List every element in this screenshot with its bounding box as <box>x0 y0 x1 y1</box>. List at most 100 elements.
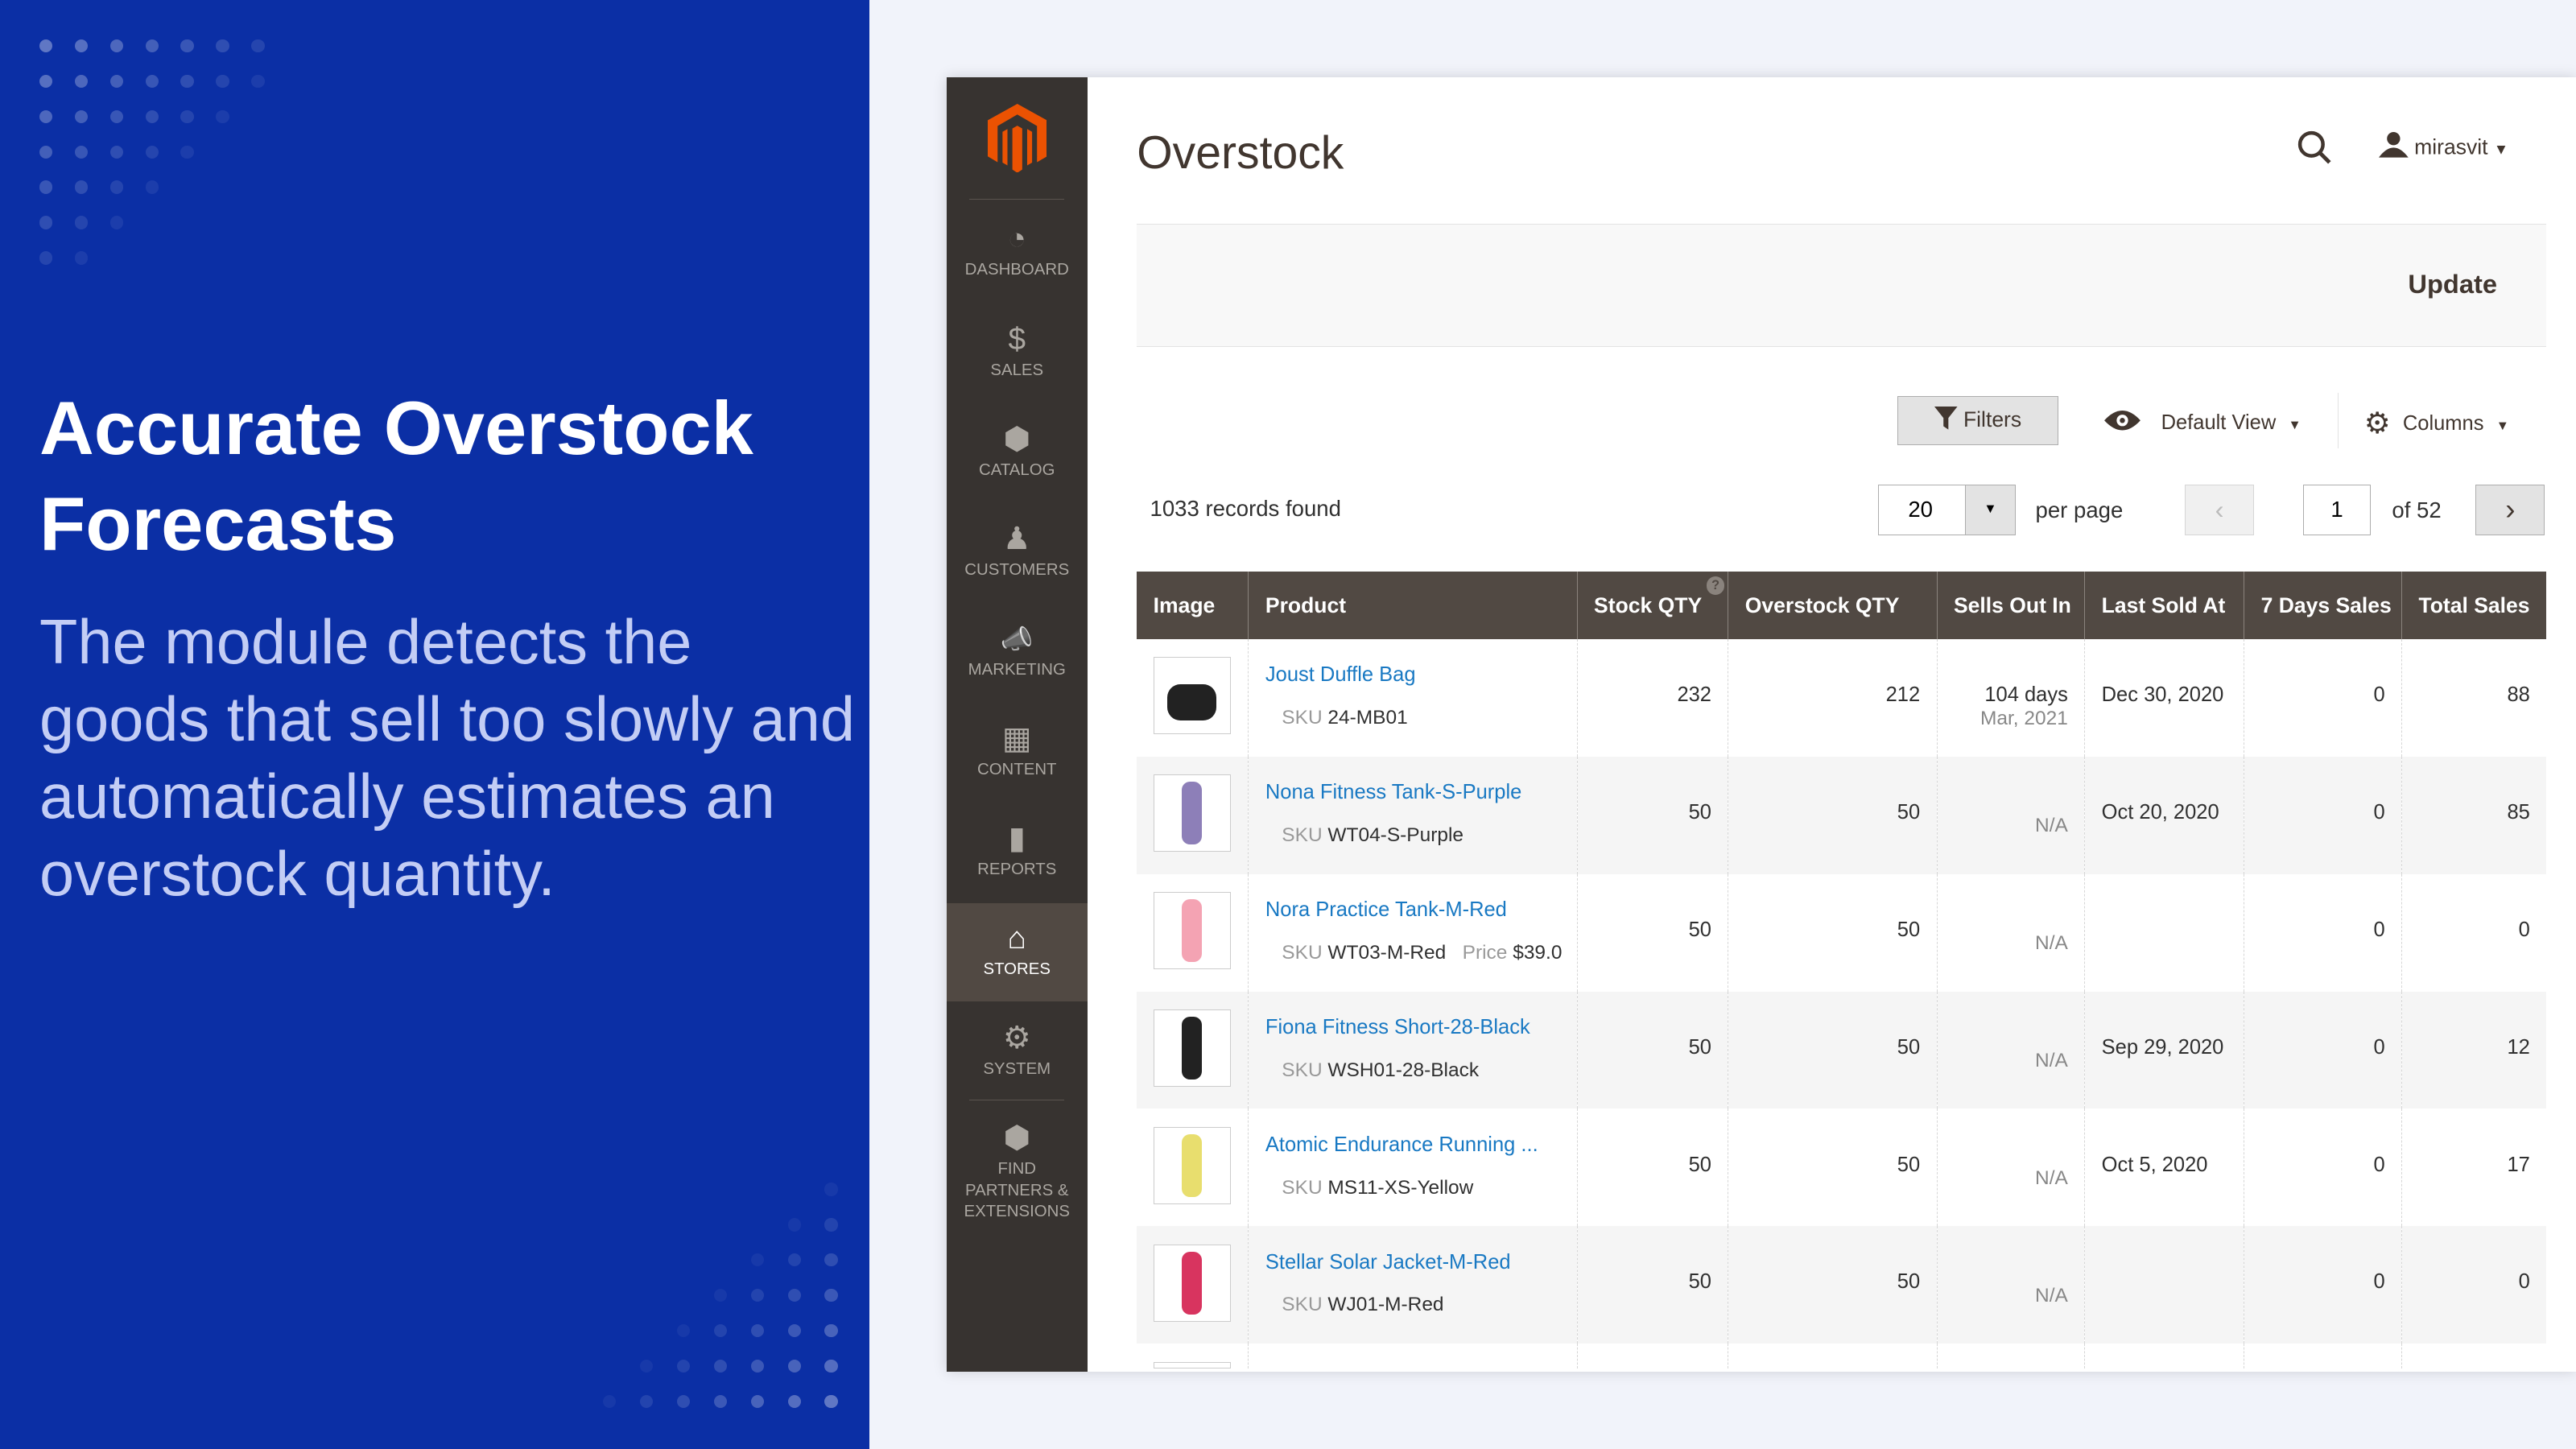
table-row[interactable]: Nona Fitness Tank-S-Purple SKU WT04-S-Pur… <box>1137 756 2547 874</box>
product-sku: SKU WT04-S-Purple <box>1282 824 1560 847</box>
decorative-dot <box>787 1323 801 1338</box>
product-link[interactable]: Joust Duffle Bag <box>1265 663 1416 687</box>
product-image[interactable] <box>1153 1126 1231 1204</box>
magento-logo[interactable] <box>987 103 1046 177</box>
column-header[interactable]: Total Sales <box>2401 572 2547 639</box>
next-page-button[interactable]: › <box>2475 485 2545 536</box>
column-header[interactable]: Overstock QTY <box>1728 572 1938 639</box>
table-row[interactable]: Stellar Solar Jacket-M-Red SKU WJ01-M-Red… <box>1137 1226 2547 1344</box>
decorative-dot <box>109 74 124 89</box>
decorative-dot <box>216 109 229 124</box>
column-header-label: Overstock QTY <box>1744 592 1900 617</box>
stock-qty: 232 <box>1576 638 1728 757</box>
stock-qty: 50 <box>1576 1226 1728 1344</box>
product-link[interactable]: Fiona Fitness Short-28-Black <box>1265 1016 1530 1039</box>
product-link[interactable]: Nona Fitness Tank-S-Purple <box>1265 781 1522 804</box>
product-image[interactable] <box>1153 1009 1231 1087</box>
chevron-down-icon: ▼ <box>2496 418 2509 433</box>
decorative-dot <box>787 1394 801 1408</box>
main-content: Overstock mirasvit ▼ Update Filters Defa… <box>1088 77 2576 1372</box>
product-image[interactable] <box>1153 1244 1231 1322</box>
sku-value: WT04-S-Purple <box>1327 824 1464 846</box>
divider <box>2338 392 2339 449</box>
filter-icon <box>1934 407 1958 431</box>
sidebar-item-find[interactable]: ⬢ FIND PARTNERS & EXTENSIONS <box>947 1103 1088 1221</box>
sidebar-item-system[interactable]: ⚙ SYSTEM <box>947 1003 1088 1101</box>
filters-button[interactable]: Filters <box>1897 395 2059 446</box>
sidebar-item-reports[interactable]: ▮ REPORTS <box>947 803 1088 902</box>
column-header[interactable]: 7 Days Sales <box>2244 572 2402 639</box>
decorative-dot <box>109 180 124 194</box>
sidebar-item-catalog[interactable]: ⬢ CATALOG <box>947 403 1088 502</box>
product-sku: SKU WSH01-28-Black <box>1282 1059 1560 1082</box>
product-image[interactable] <box>1153 892 1231 969</box>
gear-icon: ⚙ <box>1002 1021 1031 1056</box>
table-row[interactable] <box>1137 1344 2547 1368</box>
sells-out-in: N/A <box>1936 991 2085 1109</box>
table-row[interactable]: Atomic Endurance Running ... SKU MS11-XS-… <box>1137 1108 2547 1227</box>
sidebar-item-dashboard[interactable]: ◔ DASHBOARD <box>947 204 1088 302</box>
sidebar-item-customers[interactable]: ♟ CUSTOMERS <box>947 503 1088 601</box>
page-input[interactable]: 1 <box>2303 485 2371 536</box>
product-link[interactable]: Stellar Solar Jacket-M-Red <box>1265 1250 1511 1274</box>
sku-value: WT03-M-Red <box>1327 941 1447 964</box>
price-label: Price <box>1462 941 1508 964</box>
column-header[interactable]: Stock QTY? <box>1576 572 1728 639</box>
prev-page-button[interactable]: ‹ <box>2185 485 2254 536</box>
sells-out-date: N/A <box>2035 1166 2068 1189</box>
decorative-dot <box>39 74 53 89</box>
columns-button[interactable]: ⚙ Columns ▼ <box>2364 406 2509 440</box>
sidebar-item-sales[interactable]: $ SALES <box>947 303 1088 402</box>
user-icon <box>2379 132 2409 159</box>
user-menu[interactable]: mirasvit ▼ <box>2379 131 2508 160</box>
sidebar-item-stores[interactable]: ⌂ STORES <box>946 902 1088 1002</box>
sells-out-days <box>1954 801 2068 814</box>
per-page-select[interactable]: 20 ▼ <box>1877 485 2017 536</box>
promo-panel: Accurate Overstock Forecasts The module … <box>0 0 869 1449</box>
decorative-dot <box>251 74 265 89</box>
sku-label: SKU <box>1282 941 1323 964</box>
chevron-down-icon[interactable]: ▼ <box>1964 485 2016 535</box>
sku-value: WJ01-M-Red <box>1327 1294 1444 1316</box>
overstock-qty: 50 <box>1728 991 1938 1109</box>
product-image-figure <box>1182 1134 1202 1197</box>
decorative-dot <box>750 1394 764 1408</box>
decorative-dot <box>74 216 89 229</box>
column-header[interactable]: Sells Out In <box>1936 572 2085 639</box>
last-sold-at: Oct 20, 2020 <box>2084 756 2244 874</box>
sells-out-date: Mar, 2021 <box>1980 707 2068 729</box>
decorative-dot <box>639 1359 654 1373</box>
search-icon[interactable] <box>2297 130 2333 170</box>
decorative-dot <box>145 145 159 159</box>
decorative-dot <box>74 39 89 53</box>
column-header-label: Product <box>1265 592 1347 617</box>
column-header[interactable]: Last Sold At <box>2084 572 2244 639</box>
column-header[interactable]: Product <box>1248 572 1578 639</box>
decorative-dot <box>750 1289 764 1302</box>
view-switcher[interactable]: Default View ▼ <box>2103 409 2301 434</box>
product-image[interactable] <box>1153 774 1231 852</box>
decorative-dot <box>74 109 89 124</box>
table-row[interactable]: Nora Practice Tank-M-Red SKU WT03-M-Red P… <box>1137 873 2547 992</box>
product-image[interactable] <box>1153 1361 1231 1368</box>
total-sales: 0 <box>2401 873 2547 992</box>
promo-text: Accurate Overstock Forecasts The module … <box>39 381 861 913</box>
product-link[interactable]: Atomic Endurance Running ... <box>1265 1133 1538 1157</box>
sidebar-item-label: STORES <box>983 960 1051 978</box>
update-button[interactable]: Update <box>2408 268 2497 299</box>
product-link[interactable]: Nora Practice Tank-M-Red <box>1265 898 1507 922</box>
product-image[interactable] <box>1153 657 1231 735</box>
help-icon[interactable]: ? <box>1706 576 1725 595</box>
column-header[interactable]: Image <box>1137 572 1249 639</box>
last-sold-at: Oct 5, 2020 <box>2084 1108 2244 1227</box>
decorative-dot <box>750 1359 764 1373</box>
sidebar-item-marketing[interactable]: 📣 MARKETING <box>947 603 1088 701</box>
sells-out-in: N/A <box>1936 1108 2085 1227</box>
decorative-dot <box>74 145 89 159</box>
sku-label: SKU <box>1282 706 1323 729</box>
table-row[interactable]: Fiona Fitness Short-28-Black SKU WSH01-28… <box>1137 991 2547 1109</box>
page-title: Overstock <box>1137 127 1344 180</box>
table-row[interactable]: Joust Duffle Bag SKU 24-MB01 232 212 104 … <box>1137 638 2547 757</box>
seven-days-sales: 0 <box>2244 638 2402 757</box>
sidebar-item-content[interactable]: ▦ CONTENT <box>947 703 1088 801</box>
